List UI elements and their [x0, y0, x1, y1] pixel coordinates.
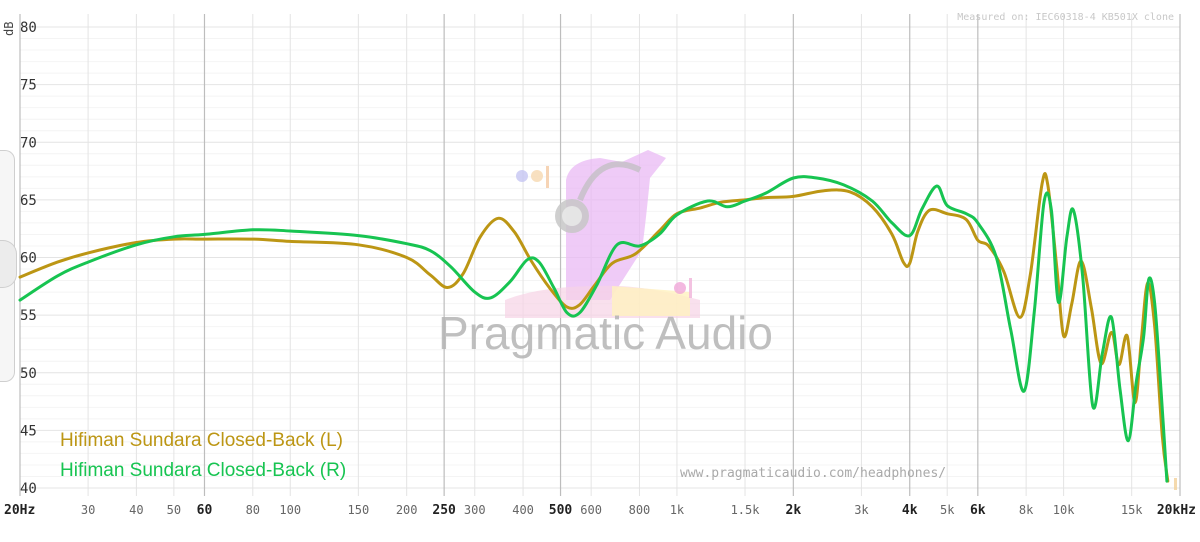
logo-headband — [577, 161, 642, 202]
watermark-text: Pragmatic Audio — [438, 307, 773, 359]
y-axis-label: dB — [2, 22, 16, 36]
legend-entry-left[interactable]: Hifiman Sundara Closed-Back (L) — [60, 430, 344, 451]
x-tick-label: 10k — [1053, 503, 1075, 517]
series-line-right — [18, 175, 1169, 483]
x-tick-label: 6k — [970, 503, 986, 518]
x-tick-label: 80 — [246, 503, 260, 517]
x-tick-label: 20Hz — [4, 503, 35, 518]
x-tick-label: 1.5k — [731, 503, 761, 517]
side-panel-grip[interactable] — [0, 240, 17, 288]
x-tick-label: 100 — [279, 503, 301, 517]
x-tick-label: 50 — [167, 503, 181, 517]
x-tick-label: 600 — [580, 503, 602, 517]
series-line-left — [18, 172, 1170, 483]
x-tick-label: 40 — [129, 503, 143, 517]
x-tick-label: 150 — [348, 503, 370, 517]
y-tick-label: 50 — [20, 366, 37, 382]
x-tick-label: 4k — [902, 503, 918, 518]
x-tick-label: 400 — [512, 503, 534, 517]
x-tick-label: 500 — [549, 503, 573, 518]
legend-entry-right[interactable]: Hifiman Sundara Closed-Back (R) — [60, 460, 347, 481]
x-tick-label: 3k — [854, 503, 869, 517]
y-tick-label: 55 — [20, 308, 37, 324]
y-tick-label: 40 — [20, 481, 37, 497]
y-tick-label: 70 — [20, 135, 37, 151]
measurement-note: Measured on: IEC60318-4 KB501X clone — [957, 12, 1174, 23]
logo-dot-blue — [516, 170, 528, 182]
legend: Hifiman Sundara Closed-Back (L) Hifiman … — [60, 426, 346, 486]
y-tick-label: 45 — [20, 423, 37, 439]
logo-dot-pink — [674, 282, 686, 294]
source-url: www.pragmaticaudio.com/headphones/ — [680, 466, 947, 481]
logo-base-highlight — [612, 286, 690, 316]
series-lines — [18, 172, 1170, 483]
logo-bar — [546, 166, 549, 188]
x-tick-label: 800 — [629, 503, 651, 517]
logo-figure-shape — [566, 150, 666, 300]
x-tick-label: 8k — [1019, 503, 1034, 517]
x-tick-label: 1k — [670, 503, 685, 517]
logo-dot-orange — [531, 170, 543, 182]
x-tick-label: 5k — [940, 503, 955, 517]
y-tick-labels: 40 45 50 55 60 65 70 75 80 — [20, 20, 37, 497]
y-tick-label: 75 — [20, 78, 37, 94]
y-tick-label: 80 — [20, 20, 37, 36]
logo-headphone-cup-inner — [562, 206, 582, 226]
x-tick-label: 15k — [1121, 503, 1143, 517]
y-tick-label: 65 — [20, 193, 37, 209]
corner-bar — [1174, 478, 1177, 490]
x-tick-label: 300 — [464, 503, 486, 517]
x-tick-label: 250 — [432, 503, 456, 518]
logo-bar-small — [689, 278, 692, 298]
x-tick-labels: 20Hz 30 40 50 60 80 100 150 200 250 300 400 500 600 80… — [4, 503, 1196, 518]
x-tick-label: 200 — [396, 503, 418, 517]
y-tick-label: 60 — [20, 251, 37, 267]
x-tick-label: 30 — [81, 503, 95, 517]
x-tick-label: 60 — [197, 503, 213, 518]
x-tick-label: 20kHz — [1157, 503, 1196, 518]
x-tick-label: 2k — [786, 503, 802, 518]
